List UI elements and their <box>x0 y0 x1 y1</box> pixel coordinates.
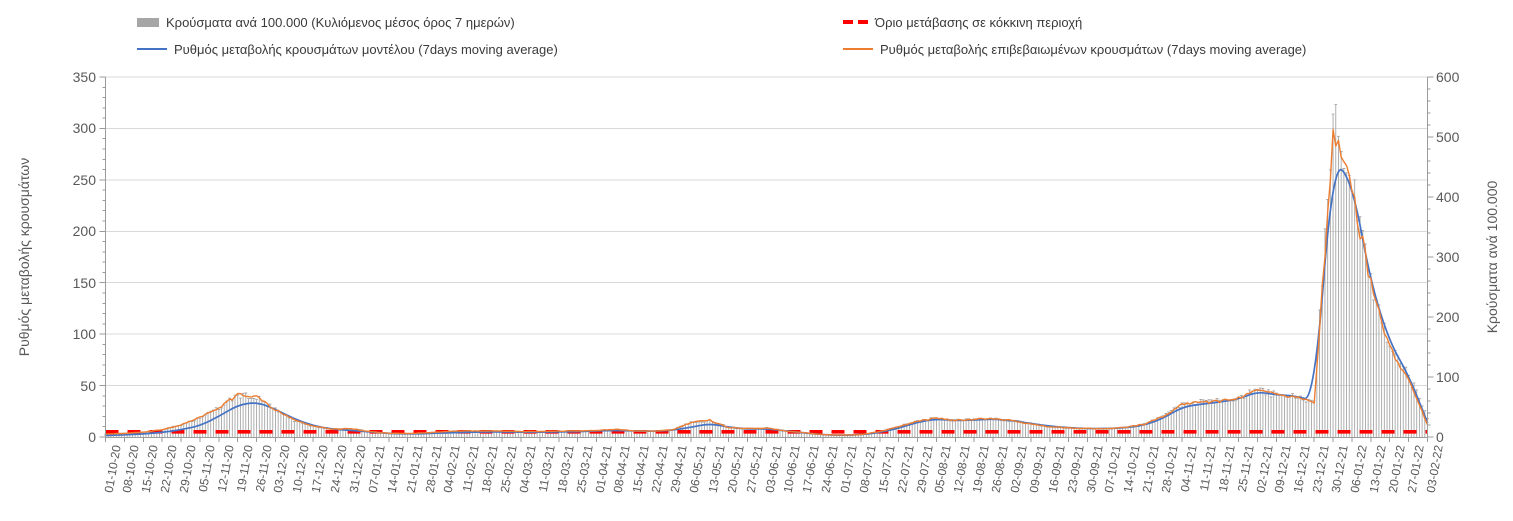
left-axis-tick-label: 250 <box>72 171 96 188</box>
left-axis-tick-label: 150 <box>72 274 96 291</box>
left-axis-tick-label: 350 <box>72 69 96 85</box>
blue-line-icon <box>137 48 167 50</box>
right-axis-tick-label: 400 <box>1436 189 1460 205</box>
legend-item-threshold: Όριο μετάβασης σε κόκκινη περιοχή <box>843 13 1082 31</box>
bar-swatch-icon <box>137 17 159 27</box>
red-dash-icon <box>843 20 868 24</box>
right-axis-tick-label: 600 <box>1436 69 1460 85</box>
left-axis-tick-label: 200 <box>72 223 96 240</box>
orange-line-icon <box>843 48 873 50</box>
left-axis-tick-label: 100 <box>72 326 96 343</box>
left-axis-tick-label: 300 <box>72 120 96 137</box>
legend-label-model: Ρυθμός μεταβολής κρουσμάτων μοντέλου (7d… <box>174 41 558 57</box>
legend-item-cases: Κρούσματα ανά 100.000 (Κυλιόμενος μέσος … <box>137 13 515 31</box>
legend-label-confirmed: Ρυθμός μεταβολής επιβεβαιωμένων κρουσμάτ… <box>880 41 1307 57</box>
legend-item-model: Ρυθμός μεταβολής κρουσμάτων μοντέλου (7d… <box>137 40 558 58</box>
left-axis-tick-label: 50 <box>80 377 96 394</box>
legend-item-confirmed: Ρυθμός μεταβολής επιβεβαιωμένων κρουσμάτ… <box>843 40 1306 58</box>
legend-label-threshold: Όριο μετάβασης σε κόκκινη περιοχή <box>875 14 1083 30</box>
left-axis-tick-label: 0 <box>88 429 96 445</box>
legend-label-cases: Κρούσματα ανά 100.000 (Κυλιόμενος μέσος … <box>166 14 515 30</box>
right-axis-tick-label: 200 <box>1436 309 1460 325</box>
right-axis-tick-label: 0 <box>1436 429 1444 445</box>
right-axis-tick-label: 500 <box>1436 129 1460 145</box>
right-axis-tick-label: 100 <box>1436 369 1460 385</box>
right-axis-tick-label: 300 <box>1436 249 1460 265</box>
